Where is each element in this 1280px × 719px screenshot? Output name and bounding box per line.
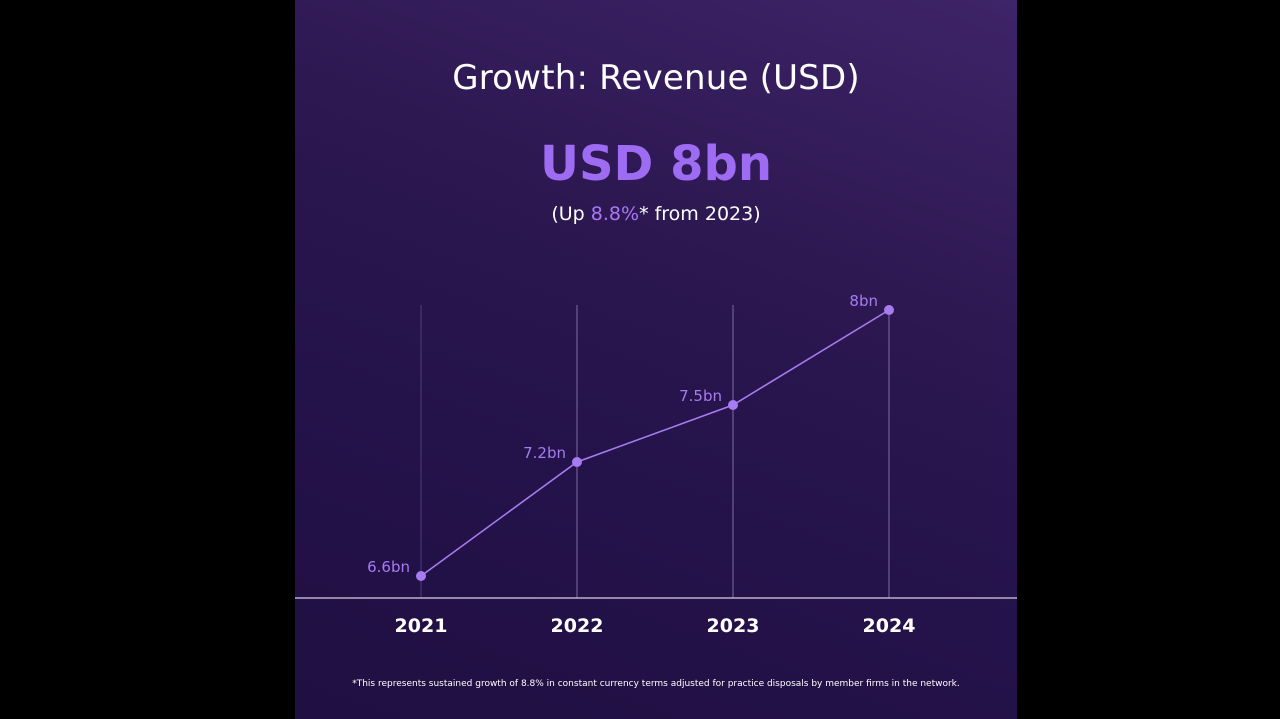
- subtitle-growth-rate: 8.8%: [590, 203, 640, 225]
- data-label-2023: 7.5bn: [679, 387, 722, 405]
- subtitle-suffix: * from 2023): [639, 203, 761, 225]
- x-tick-2021: 2021: [395, 615, 448, 637]
- gridlines: [420, 305, 890, 598]
- x-tick-2023: 2023: [707, 615, 760, 637]
- revenue-series-line: [420, 309, 890, 577]
- data-label-2024: 8bn: [849, 292, 878, 310]
- x-tick-2024: 2024: [863, 615, 916, 637]
- headline-value: USD 8bn: [539, 136, 773, 192]
- data-point-2022: [572, 457, 582, 467]
- chart-title: Growth: Revenue (USD): [452, 58, 860, 98]
- footnote: *This represents sustained growth of 8.8…: [352, 679, 960, 689]
- infographic-panel: Growth: Revenue (USD) USD 8bn (Up 8.8%* …: [295, 0, 1017, 719]
- data-labels: 6.6bn 7.2bn 7.5bn 8bn: [367, 292, 878, 576]
- data-points: [416, 305, 894, 581]
- growth-subtitle: (Up 8.8%* from 2023): [295, 203, 1017, 225]
- revenue-line-chart: 6.6bn 7.2bn 7.5bn 8bn 2021 2022 2023 2024: [295, 292, 1017, 637]
- x-tick-2022: 2022: [551, 615, 604, 637]
- data-label-2022: 7.2bn: [523, 444, 566, 462]
- x-axis-ticks: 2021 2022 2023 2024: [395, 615, 916, 637]
- data-label-2021: 6.6bn: [367, 558, 410, 576]
- data-point-2023: [728, 400, 738, 410]
- subtitle-prefix: (Up: [551, 203, 591, 225]
- data-point-2024: [884, 305, 894, 315]
- data-point-2021: [416, 571, 426, 581]
